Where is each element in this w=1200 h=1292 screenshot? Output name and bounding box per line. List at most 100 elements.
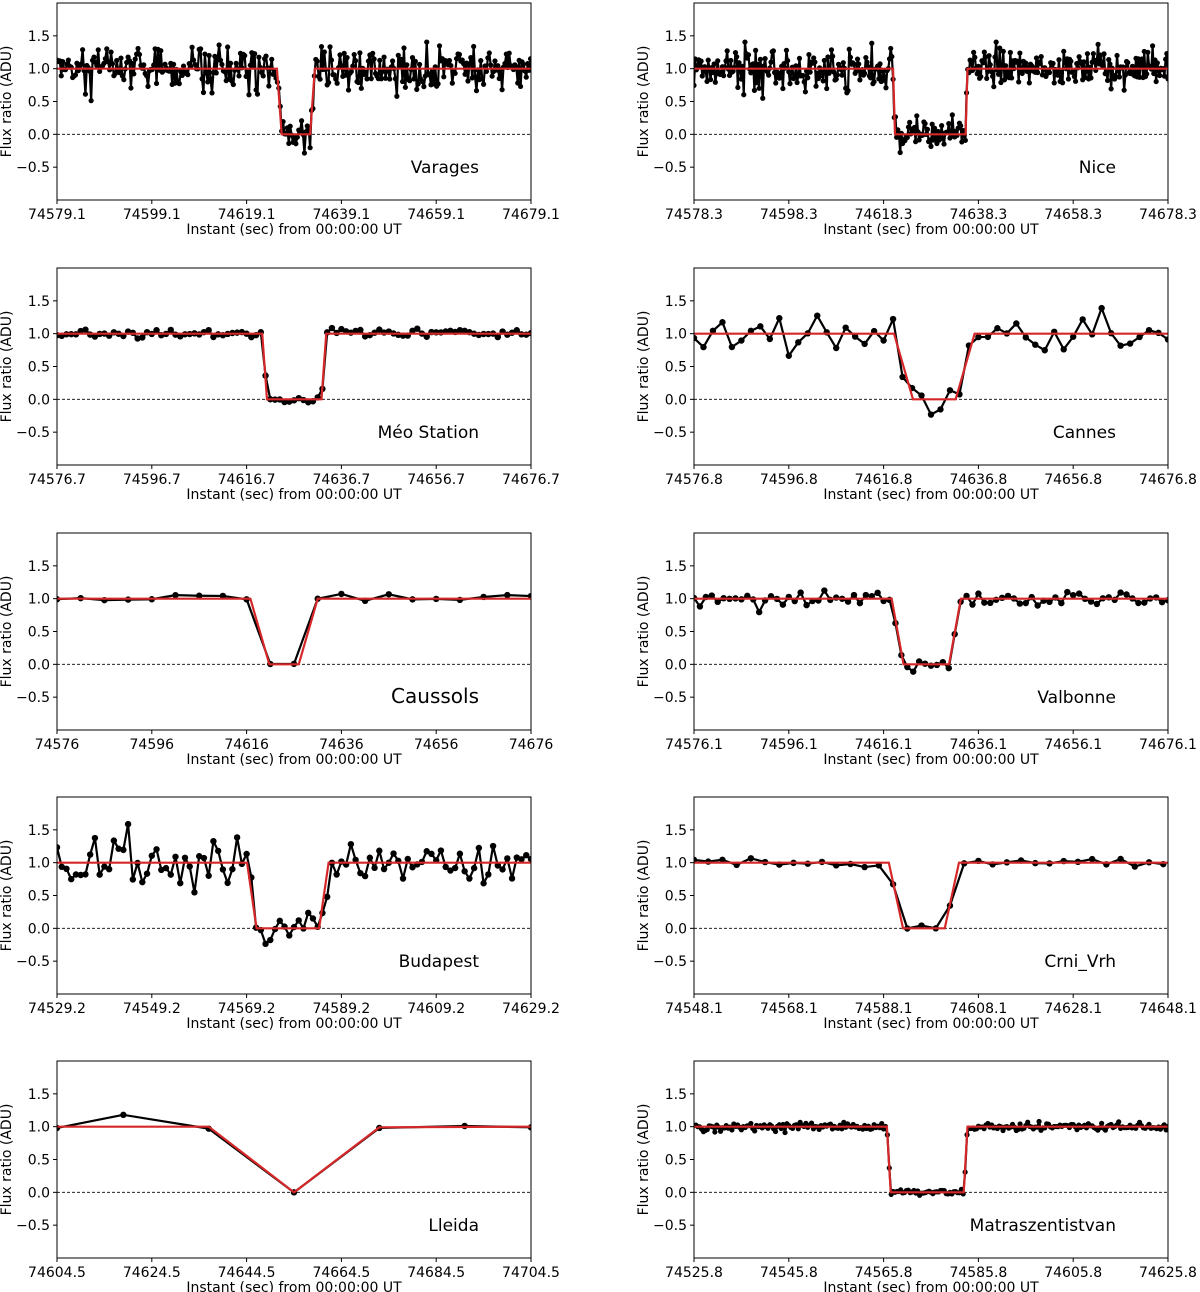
data-point bbox=[744, 592, 751, 600]
data-point bbox=[82, 871, 89, 878]
data-point bbox=[728, 57, 734, 64]
data-point bbox=[773, 80, 779, 86]
data-point bbox=[788, 70, 794, 76]
data-point bbox=[495, 63, 501, 69]
data-point bbox=[1101, 51, 1107, 57]
data-point bbox=[845, 88, 851, 94]
data-point bbox=[834, 72, 840, 78]
data-point bbox=[1117, 855, 1124, 863]
data-point bbox=[709, 327, 717, 334]
data-point bbox=[806, 51, 812, 58]
data-point bbox=[931, 125, 938, 131]
data-point bbox=[1013, 320, 1020, 327]
data-point bbox=[861, 863, 868, 871]
data-point bbox=[1163, 56, 1168, 62]
data-point bbox=[851, 61, 857, 67]
data-point bbox=[172, 591, 179, 599]
data-point bbox=[401, 45, 407, 51]
data-point bbox=[707, 76, 714, 83]
data-point bbox=[766, 72, 772, 78]
data-point bbox=[411, 76, 417, 82]
data-point bbox=[724, 48, 730, 54]
data-point bbox=[738, 76, 745, 82]
data-point bbox=[167, 326, 174, 334]
data-point bbox=[856, 599, 864, 607]
observed-line bbox=[694, 1120, 1168, 1197]
data-point bbox=[199, 76, 205, 82]
data-point bbox=[129, 60, 135, 67]
x-tick-label: 74579.1 bbox=[28, 207, 86, 223]
data-point bbox=[191, 889, 198, 896]
data-point bbox=[328, 324, 336, 332]
data-point bbox=[863, 54, 869, 61]
data-point bbox=[796, 55, 803, 61]
data-point bbox=[1058, 69, 1064, 75]
data-point bbox=[755, 61, 761, 67]
data-point bbox=[889, 315, 897, 323]
data-point bbox=[210, 838, 217, 845]
data-point bbox=[782, 1129, 788, 1136]
x-tick-label: 74679.1 bbox=[502, 207, 560, 223]
data-point bbox=[1019, 70, 1025, 77]
data-point bbox=[748, 70, 754, 76]
data-point bbox=[105, 59, 111, 65]
panel-m-o-station: −0.5 0.0 0.5 1.0 1.5 74576.7 74596.7 74616.7 746… bbox=[0, 267, 560, 503]
x-tick-label: 74636.1 bbox=[949, 737, 1007, 753]
x-tick-label: 74676.1 bbox=[1139, 737, 1197, 753]
data-point bbox=[465, 78, 471, 84]
data-point bbox=[1098, 304, 1105, 312]
x-tick-label: 74619.1 bbox=[218, 207, 276, 223]
data-point bbox=[874, 589, 881, 597]
data-point bbox=[404, 62, 410, 68]
data-point bbox=[361, 872, 369, 880]
data-point bbox=[862, 591, 870, 599]
data-point bbox=[1084, 51, 1091, 57]
x-tick-label: 74664.5 bbox=[312, 1265, 370, 1281]
data-point bbox=[699, 73, 705, 79]
data-point bbox=[1151, 70, 1157, 77]
data-point bbox=[166, 68, 172, 74]
x-tick-label: 74545.8 bbox=[760, 1265, 818, 1281]
data-point bbox=[1117, 342, 1124, 349]
data-point bbox=[428, 850, 435, 858]
data-point bbox=[747, 855, 755, 862]
x-tick-label: 74565.8 bbox=[855, 1265, 913, 1281]
data-point bbox=[131, 71, 137, 77]
data-point bbox=[202, 51, 208, 57]
x-tick-label: 74529.2 bbox=[28, 1001, 86, 1017]
data-point bbox=[1014, 58, 1021, 64]
data-point bbox=[481, 81, 487, 87]
observed-line bbox=[694, 857, 1164, 930]
data-point bbox=[82, 91, 89, 97]
y-tick-label: 1.5 bbox=[665, 559, 687, 575]
data-point bbox=[1088, 855, 1096, 863]
data-point bbox=[480, 880, 487, 887]
data-point bbox=[857, 77, 863, 83]
data-point bbox=[441, 74, 447, 80]
data-point bbox=[1007, 49, 1013, 56]
data-point bbox=[453, 56, 460, 62]
data-point bbox=[1139, 56, 1145, 62]
data-point bbox=[864, 59, 870, 65]
data-point bbox=[97, 68, 103, 75]
data-point bbox=[787, 81, 793, 87]
data-point bbox=[1038, 54, 1044, 60]
data-point bbox=[889, 53, 895, 60]
data-point bbox=[489, 842, 497, 850]
data-point bbox=[269, 56, 275, 62]
data-point bbox=[196, 592, 203, 599]
data-point bbox=[135, 45, 141, 52]
data-point bbox=[229, 865, 236, 873]
data-point bbox=[244, 69, 251, 75]
data-point bbox=[364, 76, 370, 82]
data-point bbox=[1165, 76, 1168, 82]
model-line bbox=[694, 597, 1168, 666]
data-point bbox=[1116, 74, 1123, 80]
data-point bbox=[861, 340, 868, 348]
data-point bbox=[513, 327, 520, 334]
data-point bbox=[814, 312, 821, 319]
data-point bbox=[986, 53, 992, 59]
data-point bbox=[1123, 591, 1130, 598]
data-point bbox=[969, 601, 976, 608]
y-tick-label: −0.5 bbox=[653, 160, 687, 176]
